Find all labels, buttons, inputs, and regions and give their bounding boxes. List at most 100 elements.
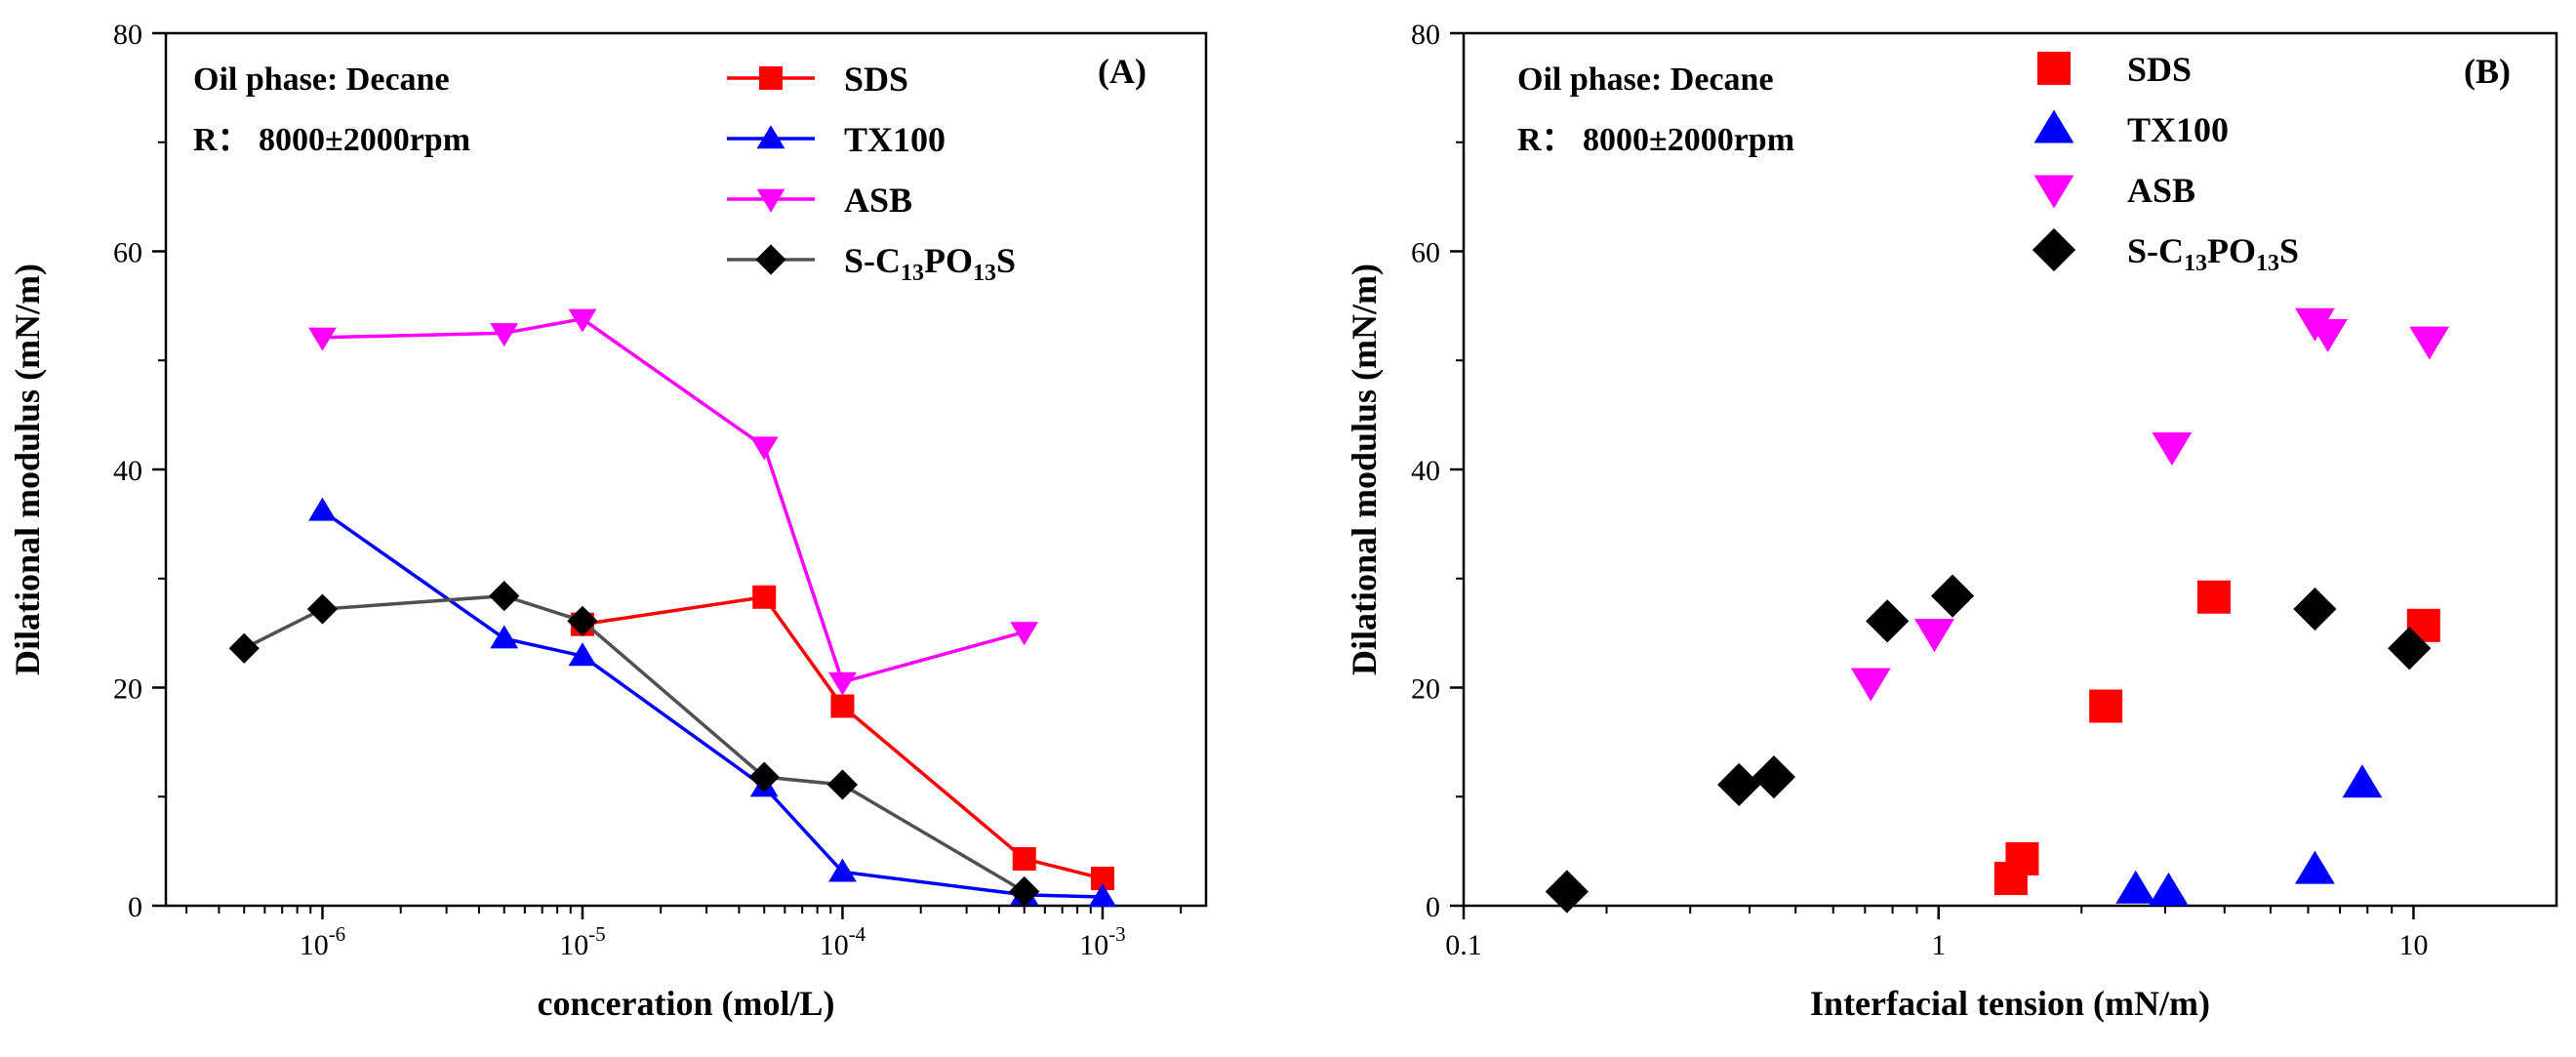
legend-label: SDS: [844, 60, 908, 99]
data-point: [228, 632, 260, 664]
data-point: [1850, 668, 1891, 702]
annotation-rpm: R： 8000±2000rpm: [193, 122, 470, 158]
y-tick-label: 60: [1411, 237, 1440, 269]
series-tx100: [308, 497, 1117, 908]
data-point: [2149, 872, 2189, 906]
data-point: [2152, 432, 2193, 467]
y-tick-label: 20: [1411, 673, 1440, 706]
y-tick-label: 60: [113, 237, 142, 269]
x-axis-label: Interfacial tension (mN/m): [1810, 984, 2210, 1023]
data-point: [1010, 622, 1039, 646]
data-point: [567, 605, 598, 636]
legend-label: TX100: [2127, 110, 2229, 149]
data-point: [2308, 318, 2349, 352]
y-axis-label: Dilational modulus (mN/m): [8, 264, 47, 675]
data-point: [749, 436, 779, 461]
annotation-rpm: R： 8000±2000rpm: [1517, 122, 1794, 158]
data-point: [826, 769, 859, 800]
data-point: [1009, 875, 1040, 908]
data-point: [2293, 587, 2337, 631]
legend-marker: [2033, 175, 2074, 209]
y-tick-label: 40: [113, 455, 142, 487]
data-point: [308, 497, 337, 521]
data-point: [2409, 326, 2450, 360]
x-tick-label: 0.1: [1445, 929, 1482, 961]
x-tick-label: 10-4: [820, 922, 866, 961]
legend-marker: [2033, 109, 2074, 143]
legend-marker: [759, 66, 783, 90]
data-point: [308, 327, 337, 351]
series-sds: [570, 585, 1114, 891]
plot-frame: [164, 31, 1208, 908]
legend-entry: SDS: [2037, 50, 2192, 89]
data-point: [1751, 755, 1796, 799]
data-point: [2342, 764, 2383, 798]
data-point: [752, 585, 777, 609]
legend-label: TX100: [844, 120, 946, 159]
data-point: [748, 761, 780, 793]
y-tick-label: 20: [113, 673, 142, 706]
legend-label: ASB: [2127, 171, 2195, 210]
data-point: [2295, 850, 2335, 884]
legend-entry: SDS: [727, 60, 908, 99]
panel-b: 0 20 40 60 80 0.1 1 10 Interfacial tension (mN/m…: [1345, 19, 2558, 1023]
data-point: [2196, 580, 2231, 614]
data-point: [1866, 599, 1910, 643]
legend-label: SDS: [2127, 50, 2192, 89]
data-point: [1088, 883, 1117, 908]
x-tick-label: 10-5: [559, 922, 606, 961]
panel-label: (B): [2464, 52, 2511, 91]
legend-entry: ASB: [2033, 171, 2195, 210]
data-point: [830, 694, 855, 718]
data-point: [306, 593, 339, 625]
y-tick-label: 80: [1411, 19, 1440, 51]
data-point: [2388, 627, 2432, 671]
data-point: [828, 858, 857, 882]
y-axis-label: Dilational modulus (mN/m): [1345, 264, 1384, 675]
x-tick-label: 1: [1931, 929, 1946, 961]
data-point: [489, 581, 520, 612]
series-sds: [1993, 580, 2440, 896]
panel-label: (A): [1098, 52, 1147, 91]
series-asb: [1850, 307, 2450, 702]
series-line: [321, 509, 1103, 899]
data-point: [1717, 762, 1761, 807]
data-point: [828, 671, 857, 696]
series-tx100: [2115, 764, 2383, 906]
x-tick-label: 10-3: [1079, 922, 1126, 961]
legend-label: ASB: [844, 181, 912, 220]
data-point: [568, 308, 597, 333]
legend-entry: S-C13PO13S: [2032, 227, 2299, 276]
y-tick-label: 40: [1411, 455, 1440, 487]
data-point: [1914, 619, 1954, 653]
legend-label: S-C13PO13S: [844, 241, 1016, 286]
data-point: [1993, 862, 2028, 896]
y-tick-label: 0: [128, 891, 142, 923]
series-line: [243, 593, 1026, 893]
series-s-c13po13s: [1545, 574, 2432, 914]
legend-label: S-C13PO13S: [2127, 231, 2299, 276]
annotation-oil-phase: Oil phase: Decane: [193, 61, 450, 98]
y-tick-label: 0: [1426, 891, 1440, 923]
data-point: [1930, 574, 1975, 618]
data-point: [490, 625, 519, 649]
legend-marker: [756, 125, 785, 149]
data-point: [2089, 689, 2123, 723]
y-tick-label: 80: [113, 19, 142, 51]
series-s-c13po13s: [228, 581, 1040, 908]
legend-entry: TX100: [727, 120, 946, 159]
data-point: [490, 323, 519, 347]
plot-frame: [1462, 31, 2558, 908]
x-tick-label: 10-6: [300, 922, 346, 961]
panel-a: 0 20 40 60 80 10-6 10-5 10-4 10-3 conceration (mo…: [8, 19, 1208, 1023]
legend-marker: [756, 188, 785, 213]
legend-marker: [755, 244, 786, 275]
legend-marker: [2037, 52, 2071, 85]
legend-marker: [2032, 227, 2076, 272]
x-axis-label: conceration (mol/L): [538, 984, 835, 1023]
data-point: [2115, 870, 2156, 904]
data-point: [1545, 870, 1589, 914]
legend-entry: S-C13PO13S: [727, 241, 1016, 286]
series-line: [322, 316, 1026, 685]
